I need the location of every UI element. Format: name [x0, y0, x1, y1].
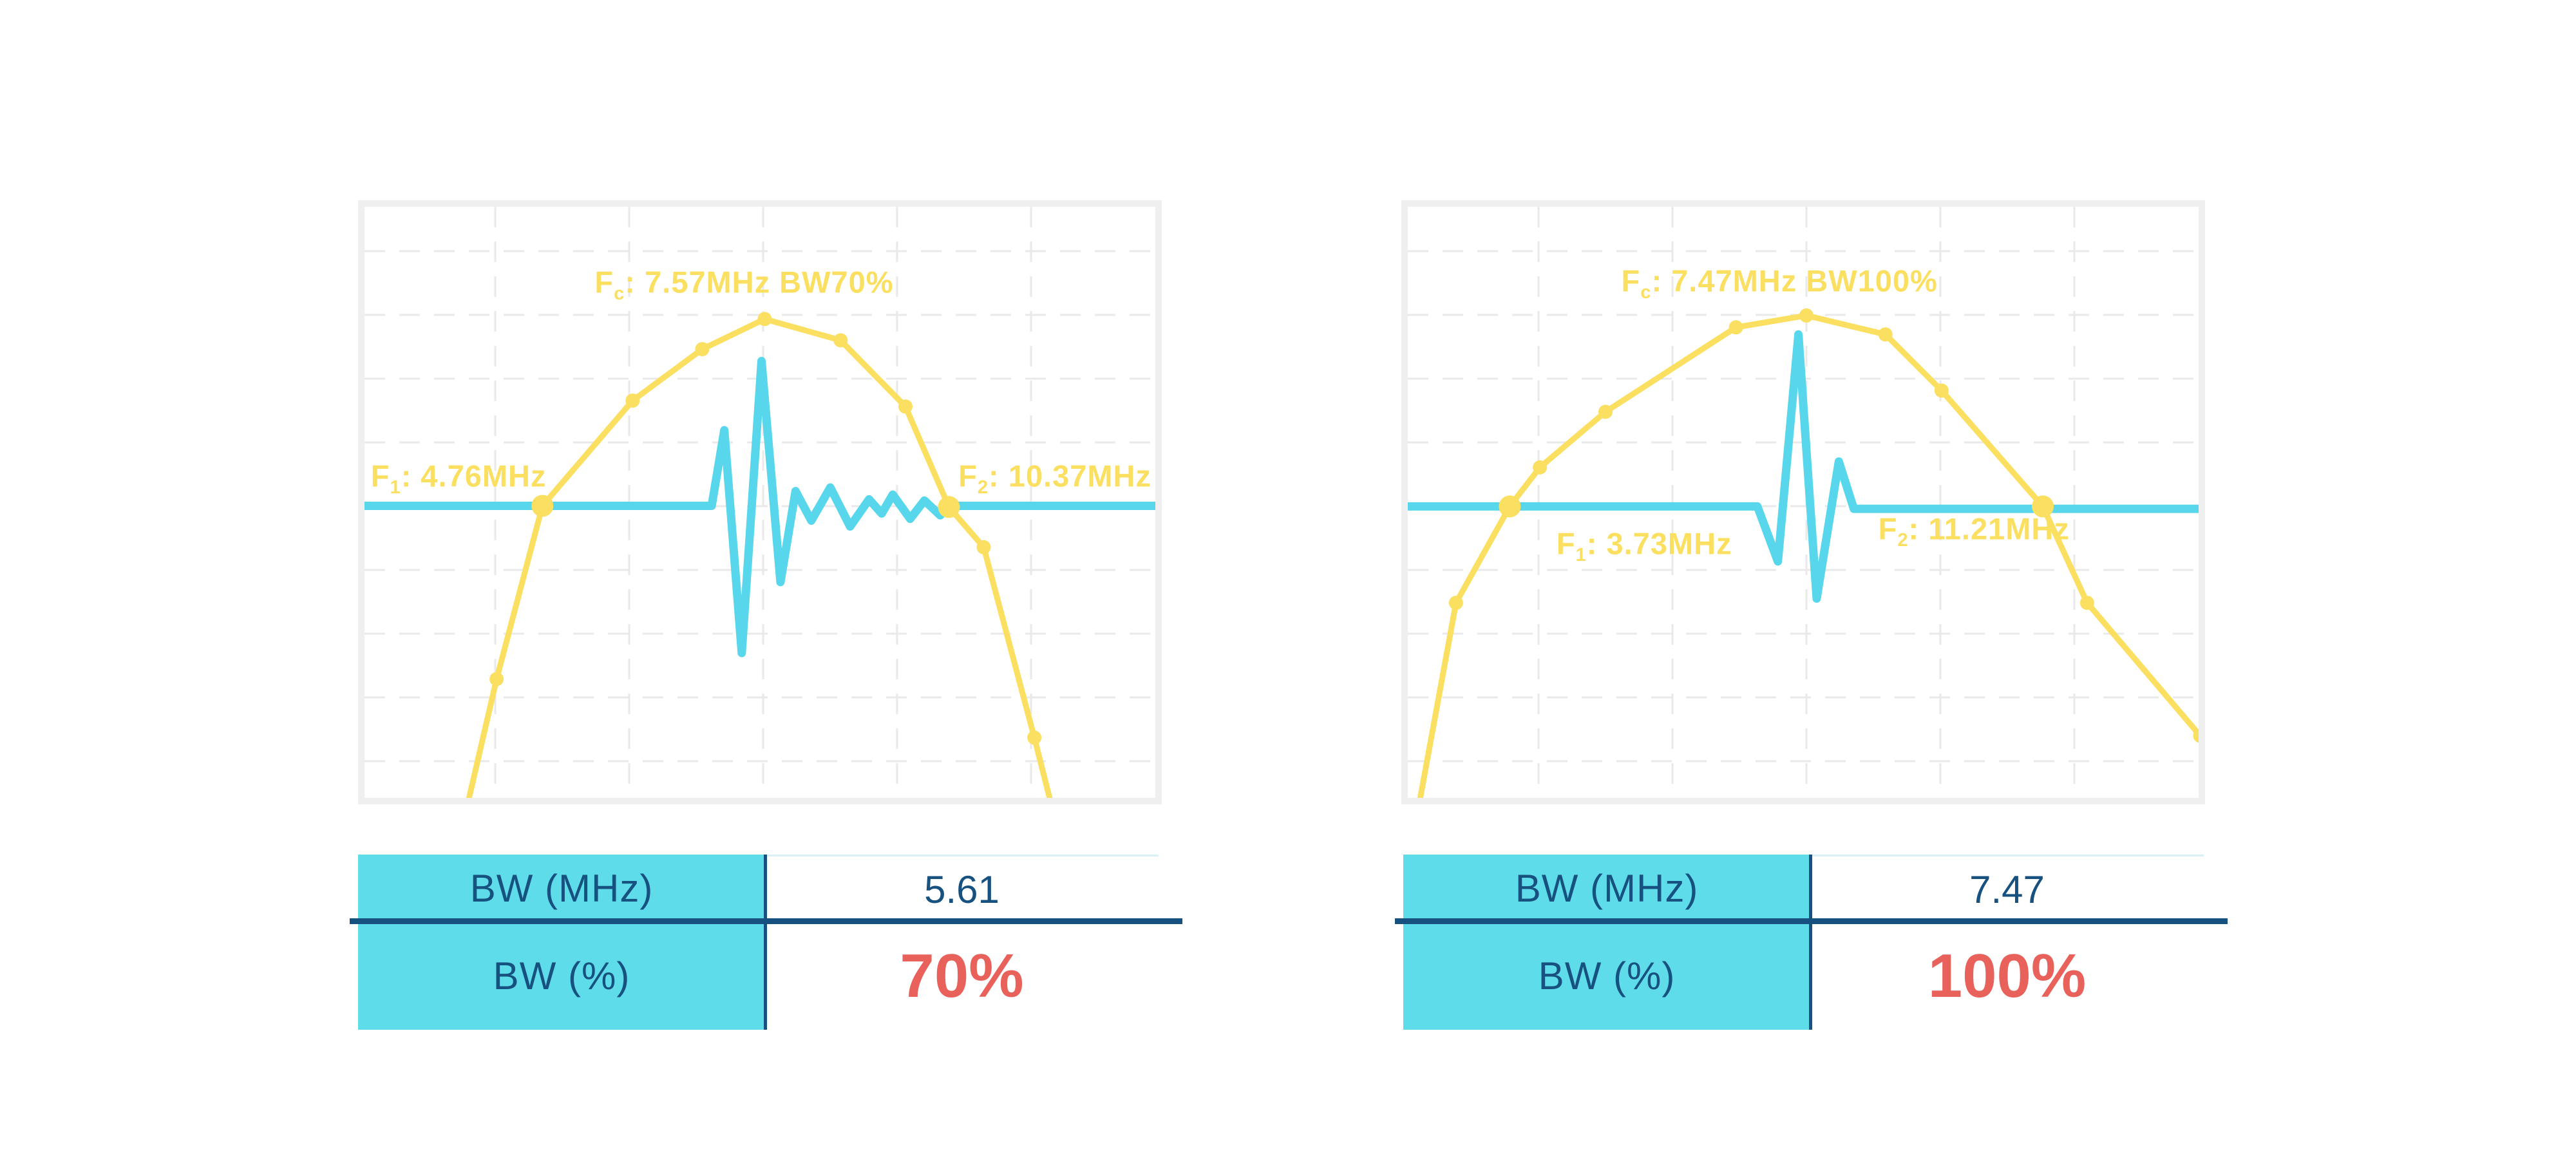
f1-subscript: 1: [390, 477, 401, 498]
table-row-bw-mhz: BW (MHz) 5.61: [358, 855, 1159, 922]
spectrum-chart-bw100: Fc: 7.47MHz BW100% F1: 3.73MHz F2: 11.21…: [1401, 200, 2205, 804]
spectrum-waveform-svg-bw100: [1408, 207, 2199, 798]
table-row-divider-rule: [1395, 918, 2228, 924]
table-column-divider: [1809, 855, 1812, 1030]
bw-mhz-value-cell: 7.47: [1810, 855, 2204, 922]
bw-summary-table-bw70: BW (MHz) 5.61 BW (%) 70%: [350, 855, 1182, 1030]
fc-annotation-bw100: Fc: 7.47MHz BW100%: [1621, 263, 1938, 301]
f1-value-text: : 3.73MHz: [1586, 526, 1732, 561]
f2-subscript: 2: [977, 477, 989, 498]
f2-symbol: F: [958, 459, 978, 493]
table-column-divider: [764, 855, 767, 1030]
bw-percent-label-cell: BW (%): [358, 922, 765, 1030]
bw-percent-value-cell: 100%: [1810, 922, 2204, 1030]
f2-value-text: : 11.21MHz: [1908, 511, 2070, 546]
table-row-bw-mhz: BW (MHz) 7.47: [1403, 855, 2204, 922]
bw-percent-value-cell: 70%: [765, 922, 1159, 1030]
f2-subscript: 2: [1897, 530, 1909, 551]
bw-mhz-value-cell: 5.61: [765, 855, 1159, 922]
table-row-bw-percent: BW (%) 70%: [358, 922, 1159, 1030]
table-row-divider-rule: [350, 918, 1182, 924]
f1-annotation-bw100: F1: 3.73MHz: [1556, 526, 1732, 566]
table-row-bw-percent: BW (%) 100%: [1403, 922, 2204, 1030]
f1-symbol: F: [370, 459, 390, 493]
f2-symbol: F: [1878, 511, 1898, 546]
f2-value-text: : 10.37MHz: [989, 459, 1151, 493]
fc-subscript: c: [614, 283, 625, 304]
fc-symbol: F: [594, 265, 614, 299]
bw-mhz-label-cell: BW (MHz): [358, 855, 765, 922]
f1-subscript: 1: [1575, 545, 1587, 566]
fc-value-text: : 7.47MHz BW100%: [1651, 263, 1938, 298]
fc-symbol: F: [1621, 263, 1641, 298]
fc-annotation-bw70: Fc: 7.57MHz BW70%: [594, 264, 894, 303]
plot-area-bw100: Fc: 7.47MHz BW100% F1: 3.73MHz F2: 11.21…: [1408, 207, 2199, 798]
f1-annotation-bw70: F1: 4.76MHz: [370, 458, 547, 497]
spectrum-chart-bw70: Fc: 7.57MHz BW70% F1: 4.76MHz F2: 10.37M…: [358, 200, 1162, 804]
f2-annotation-bw70: F2: 10.37MHz: [958, 458, 1151, 497]
bw-percent-label-cell: BW (%): [1403, 922, 1810, 1030]
fc-value-text: : 7.57MHz BW70%: [625, 265, 894, 299]
f1-symbol: F: [1556, 526, 1576, 561]
f1-value-text: : 4.76MHz: [401, 459, 547, 493]
bw-mhz-label-cell: BW (MHz): [1403, 855, 1810, 922]
f2-annotation-bw100: F2: 11.21MHz: [1878, 511, 2070, 550]
spectrum-waveform-svg-bw70: [365, 207, 1155, 798]
fc-subscript: c: [1640, 281, 1652, 303]
plot-area-bw70: Fc: 7.57MHz BW70% F1: 4.76MHz F2: 10.37M…: [365, 207, 1155, 798]
bw-summary-table-bw100: BW (MHz) 7.47 BW (%) 100%: [1395, 855, 2228, 1030]
